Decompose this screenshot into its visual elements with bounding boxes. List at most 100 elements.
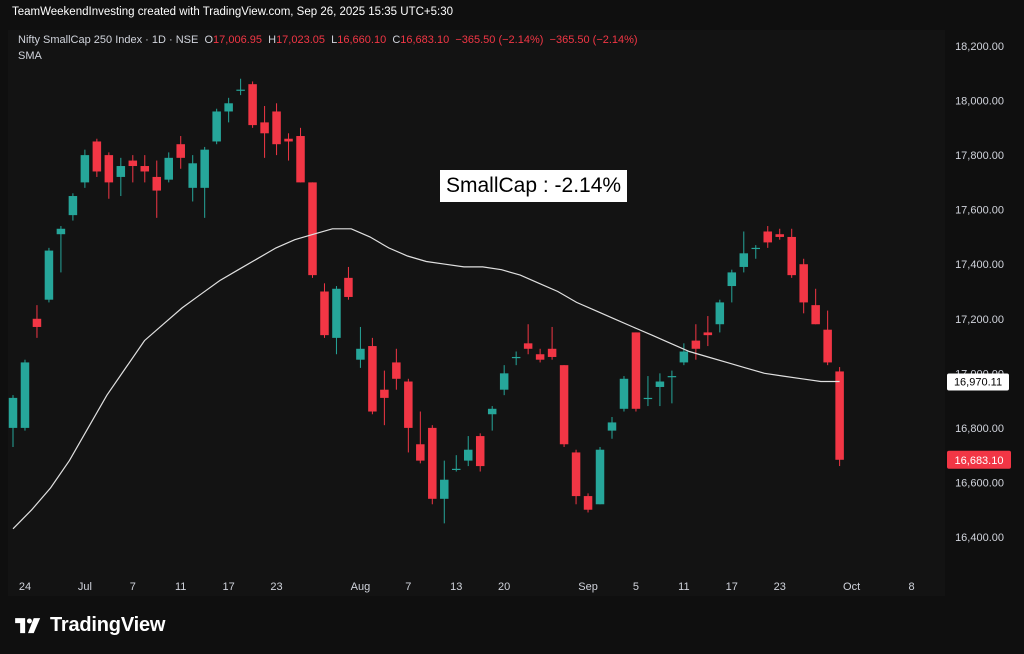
candle-up [679,351,689,363]
candle-up [440,479,449,499]
candle-down [775,234,784,237]
candle-down [92,141,102,172]
x-tick-label: 17 [726,581,738,593]
candle-up [607,422,617,431]
candle-down [547,348,557,357]
y-tick-label: 18,000.00 [955,96,1004,108]
candle-down [248,84,257,126]
chart-header-title: TeamWeekendInvesting created with Tradin… [12,6,453,18]
y-tick-label: 16,400.00 [955,532,1004,544]
x-tick-label: Jul [78,581,92,593]
y-tick-label: 17,800.00 [955,150,1004,162]
legend-open-value: 17,006.95 [213,34,262,46]
candle-down [787,236,796,276]
candle-up [164,157,173,180]
legend-high-value: 17,023.05 [276,34,325,46]
candle-up [595,449,605,505]
candle-down [140,166,150,172]
candle-down [799,264,808,303]
candle-up [751,247,761,250]
candle-down [296,136,305,183]
candle-up [224,103,233,112]
candle-down [416,444,425,461]
ohlc-legend: Nifty SmallCap 250 Index · 1D · NSE O17,… [18,34,638,46]
smallcap-annotation: SmallCap : -2.14% [440,170,628,202]
candle-down [344,277,353,297]
x-tick-label: 24 [19,581,31,593]
candle-up [200,149,209,188]
tradingview-brand[interactable]: TradingView [14,614,165,637]
legend-change: −365.50 (−2.14%) [455,34,544,46]
candle-down [535,354,545,360]
candle-up [739,253,749,267]
candle-up [356,348,365,360]
y-tick-label: 18,200.00 [955,41,1004,53]
y-tick-label: 16,800.00 [955,423,1004,435]
x-tick-label: 5 [633,581,639,593]
legend-close-value: 16,683.10 [400,34,450,46]
candle-up [487,408,497,415]
candle-down [763,231,772,243]
x-tick-label: 7 [405,581,411,593]
candle-up [619,378,629,409]
candle-up [116,166,126,177]
candle-up [655,381,665,387]
legend-symbol[interactable]: Nifty SmallCap 250 Index · 1D · NSE [18,34,199,46]
legend-open-label: O [204,34,214,46]
x-tick-label: Oct [843,581,860,593]
x-tick-label: 20 [498,581,510,593]
candle-up [44,250,54,300]
legend-close-label: C [392,34,401,46]
tradingview-brand-name: TradingView [50,614,166,636]
candle-down [104,155,114,183]
candle-up [463,449,473,461]
candle-up [727,272,737,287]
candle-down [32,318,42,327]
candle-up [188,163,197,188]
candle-down [152,176,162,191]
x-tick-label: 13 [450,581,462,593]
candle-up [80,155,90,183]
candle-down [308,182,317,276]
candle-down [631,332,641,409]
candle-down [523,343,533,349]
sma-indicator-label[interactable]: SMA [18,50,42,62]
legend-low-value: 16,660.10 [337,34,387,46]
sma-line [12,228,840,530]
x-tick-label: 11 [175,581,186,593]
y-tick-label: 16,600.00 [955,477,1004,489]
x-tick-label: 8 [908,581,914,593]
candle-down [128,160,138,167]
candle-up [56,228,66,235]
y-tick-label: 17,400.00 [955,259,1004,271]
candle-down [571,452,581,497]
candle-down [811,305,820,325]
candle-down [368,346,377,412]
candle-up [452,468,461,471]
candle-up [667,376,677,378]
y-tick-label: 17,600.00 [955,205,1004,217]
candle-down [691,340,701,349]
x-tick-label: 7 [130,581,136,593]
candle-down [380,389,389,398]
tradingview-logo-icon [15,617,41,633]
candle-down [703,332,713,336]
candle-down [583,496,593,510]
candle-up [511,356,521,359]
candle-up [643,397,653,400]
plot-area[interactable] [8,30,945,596]
candle-down [272,111,281,145]
candle-up [499,373,509,390]
candle-down [176,144,185,158]
x-tick-label: 11 [678,581,689,593]
candle-up [212,111,221,142]
candle-down [392,362,401,379]
candle-down [428,427,437,499]
candle-down [559,365,569,445]
legend-change-2: −365.50 (−2.14%) [549,34,638,46]
candle-down [823,329,832,363]
candle-down [404,381,413,428]
candle-down [835,371,844,460]
x-tick-label: 17 [223,581,235,593]
